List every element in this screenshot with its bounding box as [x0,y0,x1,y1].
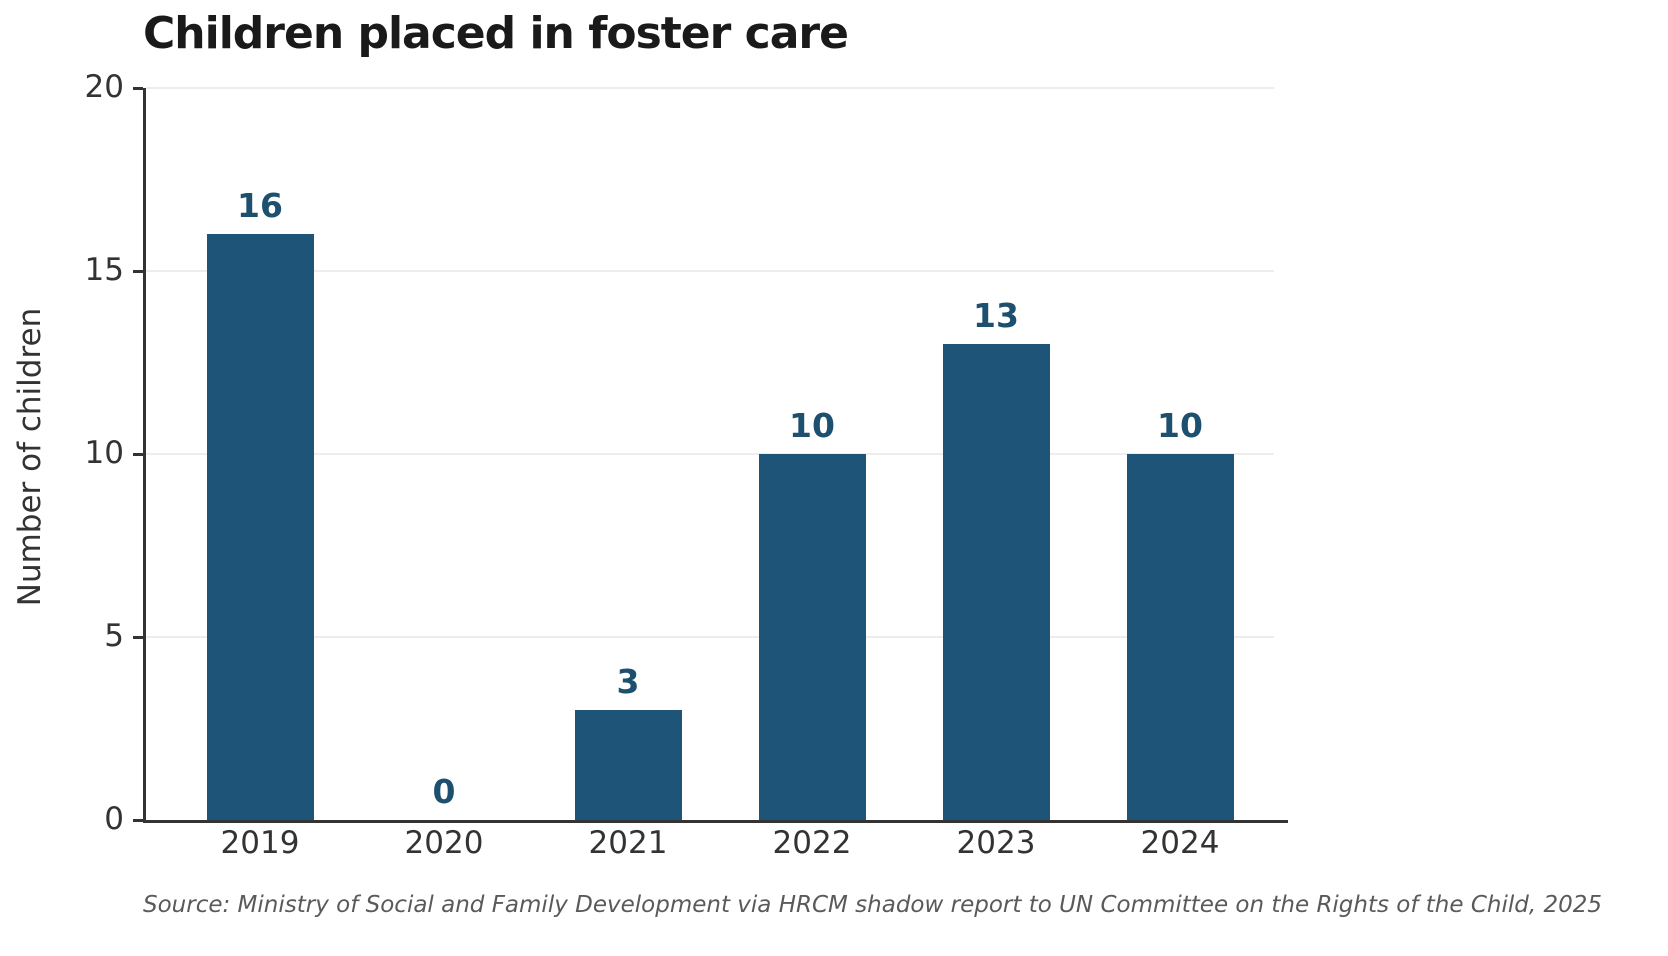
x-tick-label-2023: 2023 [956,825,1036,861]
y-tick-10 [133,452,143,456]
x-tick-label-2021: 2021 [588,825,668,861]
y-tick-label-5: 5 [104,618,124,654]
y-tick-label-0: 0 [104,801,124,837]
y-axis-title: Number of children [12,307,48,607]
source-note: Source: Ministry of Social and Family De… [143,892,1603,918]
bar-value-label-2024: 10 [1157,406,1203,445]
bar-value-label-2021: 3 [616,662,640,702]
x-tick-label-2024: 2024 [1140,825,1220,861]
plot-area: 0 5 10 15 20 16 2019 0 2020 3 2021 10 2022 13 2023 10 20… [85,72,1288,859]
bar-2023 [942,344,1050,820]
x-tick-label-2022: 2022 [772,825,852,861]
bar-value-label-2020: 0 [432,772,456,811]
bar-2024 [1126,454,1234,820]
gridline-y-15 [146,270,1274,272]
x-tick-label-2019: 2019 [220,825,300,861]
y-tick-20 [133,86,143,90]
bar-2021 [574,710,682,820]
gridline-y-5 [146,636,1274,638]
y-tick-label-10: 10 [84,435,124,471]
bar-2022 [758,454,866,820]
bar-value-label-2023: 13 [973,296,1019,336]
y-tick-0 [133,818,143,822]
y-tick-label-15: 15 [84,252,124,288]
y-tick-5 [133,635,143,639]
y-tick-label-20: 20 [84,69,124,105]
x-tick-label-2020: 2020 [404,825,484,861]
chart-title: Children placed in foster care [143,8,849,59]
bar-value-label-2022: 10 [789,406,835,445]
gridline-y-20 [146,87,1274,89]
bar-2019 [206,234,314,820]
y-tick-15 [133,269,143,273]
gridline-y-10 [146,453,1274,455]
bar-value-label-2019: 16 [237,186,283,226]
